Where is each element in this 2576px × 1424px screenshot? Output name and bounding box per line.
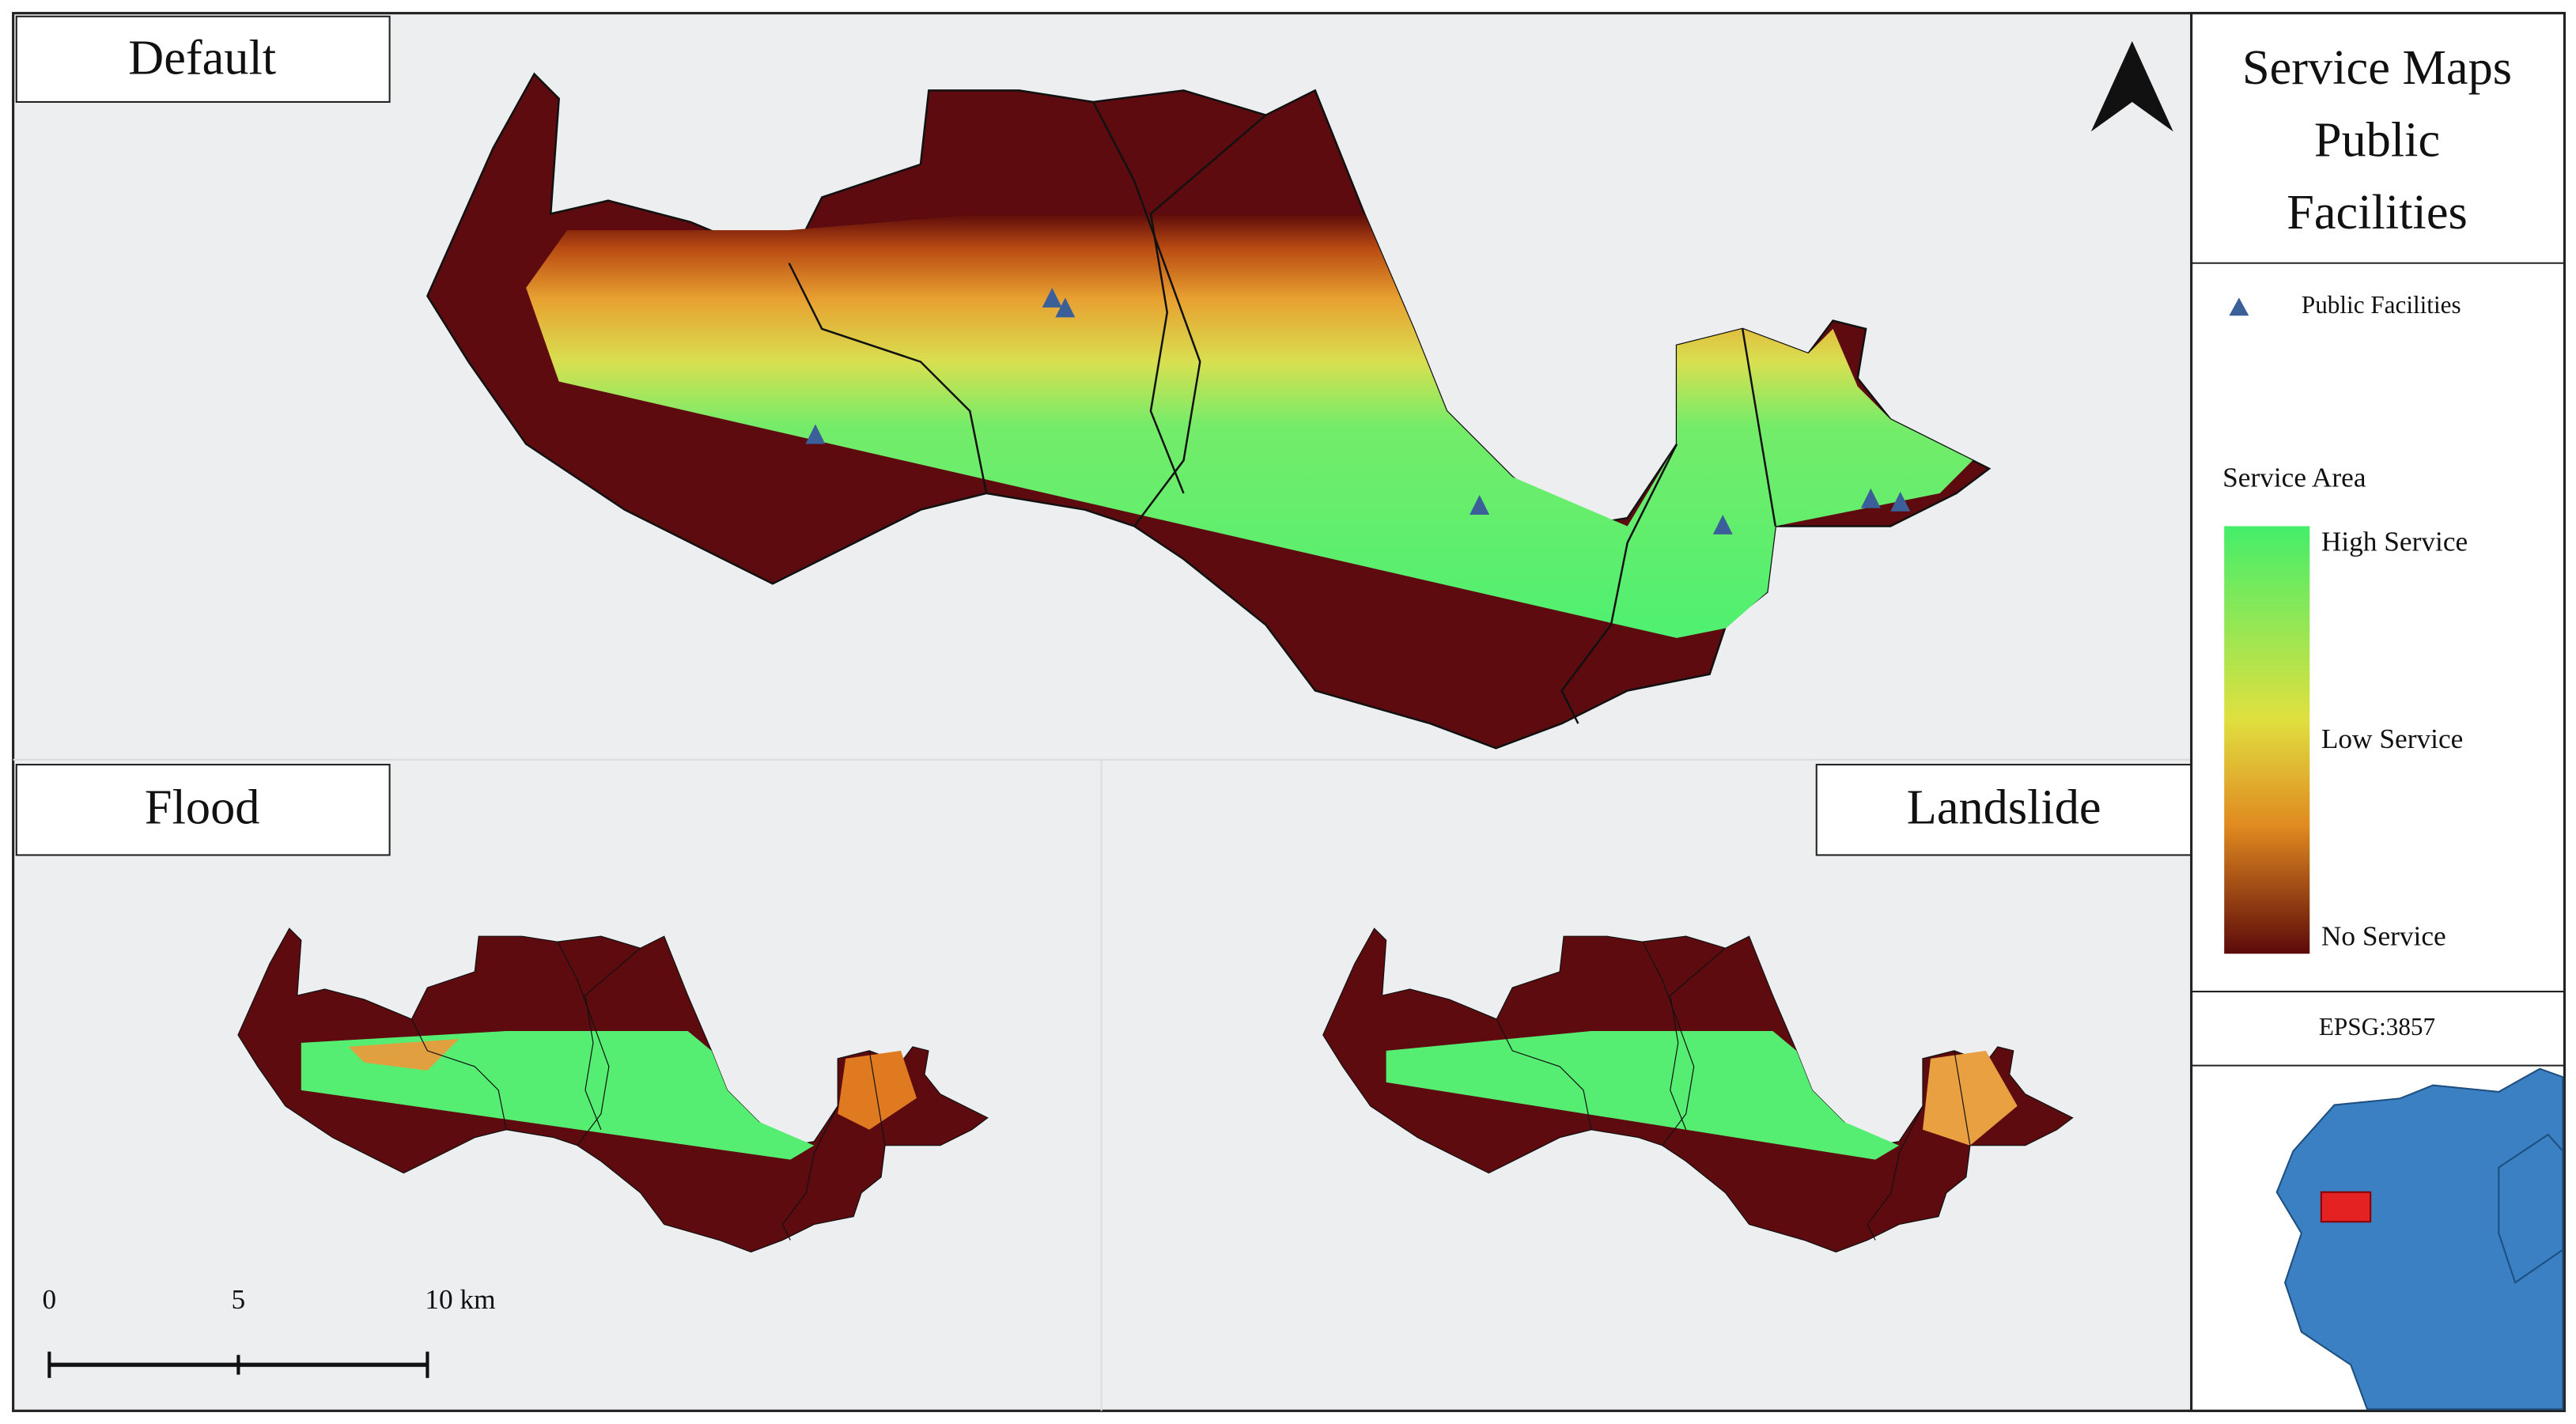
- landslide-map: [1322, 927, 2074, 1253]
- ramp-label: High Service: [2321, 526, 2468, 557]
- panel-label: Landslide: [1907, 780, 2101, 835]
- legend-title: Service Maps: [2242, 40, 2512, 95]
- ramp-label: No Service: [2321, 921, 2446, 952]
- north-arrow: [2090, 40, 2173, 132]
- flood-map: [237, 927, 989, 1253]
- legend-heading: Service Area: [2222, 462, 2366, 493]
- scale-label: 5: [232, 1284, 246, 1315]
- legend-title: Facilities: [2287, 185, 2468, 240]
- default-map: [426, 73, 1991, 750]
- scale-label: 10 km: [425, 1284, 495, 1315]
- panel-label: Flood: [145, 780, 260, 835]
- ramp-label: Low Service: [2321, 723, 2463, 754]
- scale-label: 0: [43, 1284, 57, 1315]
- inset-map: [2192, 1067, 2564, 1411]
- legend-item: Public Facilities: [2302, 291, 2461, 319]
- legend-title: Public: [2314, 112, 2440, 167]
- crs-label: EPSG:3857: [2319, 1013, 2435, 1041]
- panel-label: Default: [128, 30, 276, 85]
- color-ramp: [2224, 526, 2310, 954]
- scale-bar: 0 5 10 km: [43, 1284, 496, 1378]
